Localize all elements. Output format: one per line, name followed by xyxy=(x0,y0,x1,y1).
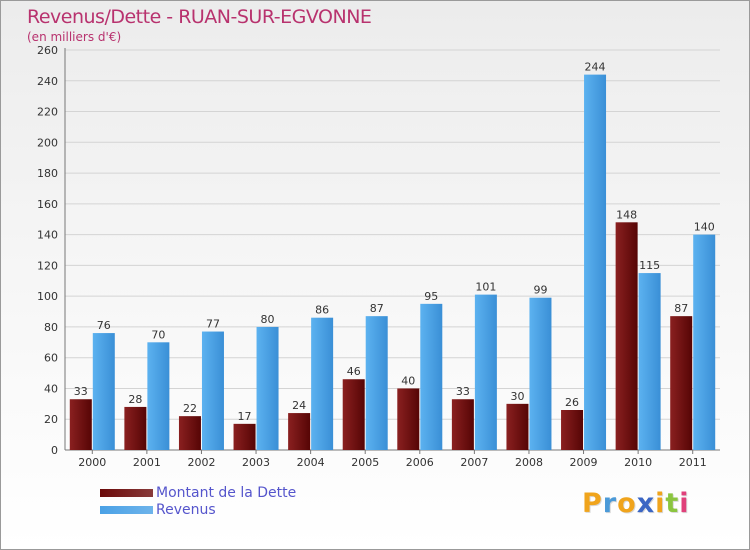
data-label: 148 xyxy=(616,208,637,221)
y-tick-label: 20 xyxy=(44,413,58,426)
bar-dette xyxy=(615,222,638,450)
data-label: 40 xyxy=(401,374,415,387)
data-label: 26 xyxy=(565,396,579,409)
data-label: 76 xyxy=(97,319,111,332)
y-tick-label: 260 xyxy=(37,44,58,57)
data-label: 77 xyxy=(206,318,220,331)
x-tick-label: 2010 xyxy=(624,456,652,469)
data-label: 86 xyxy=(315,304,329,317)
logo-letter: i xyxy=(655,488,666,519)
data-label: 99 xyxy=(533,284,547,297)
x-tick-label: 2005 xyxy=(351,456,379,469)
bar-dette xyxy=(288,413,311,450)
x-tick-label: 2007 xyxy=(460,456,488,469)
bar-revenus xyxy=(311,317,334,450)
bar-revenus xyxy=(693,234,716,450)
y-tick-label: 180 xyxy=(37,167,58,180)
proxiti-logo: Proxiti xyxy=(582,488,690,519)
data-label: 24 xyxy=(292,399,306,412)
bar-dette xyxy=(670,316,693,450)
x-tick-label: 2009 xyxy=(570,456,598,469)
data-label: 33 xyxy=(456,385,470,398)
y-tick-label: 60 xyxy=(44,352,58,365)
logo-letter: t xyxy=(665,488,680,519)
y-tick-label: 100 xyxy=(37,290,58,303)
data-label: 33 xyxy=(74,385,88,398)
logo-letter: x xyxy=(636,488,656,519)
data-label: 115 xyxy=(639,259,660,272)
data-label: 30 xyxy=(510,390,524,403)
y-tick-label: 220 xyxy=(37,106,58,119)
bar-dette xyxy=(69,399,92,450)
x-tick-label: 2008 xyxy=(515,456,543,469)
x-tick-label: 2004 xyxy=(297,456,325,469)
x-tick-label: 2001 xyxy=(133,456,161,469)
data-label: 101 xyxy=(475,281,496,294)
legend-swatch-dette xyxy=(100,489,153,497)
x-tick-label: 2000 xyxy=(78,456,106,469)
bar-revenus xyxy=(584,74,607,450)
data-label: 87 xyxy=(370,302,384,315)
y-tick-label: 80 xyxy=(44,321,58,334)
bar-revenus xyxy=(147,342,170,450)
x-tick-label: 2011 xyxy=(679,456,707,469)
logo-letter: r xyxy=(602,488,618,519)
bar-revenus xyxy=(638,273,661,450)
bar-dette xyxy=(124,406,147,450)
bar-revenus xyxy=(256,326,279,450)
chart-title: Revenus/Dette - RUAN-SUR-EGVONNE xyxy=(27,6,372,28)
chart-subtitle: (en milliers d'€) xyxy=(27,30,122,44)
data-label: 28 xyxy=(128,393,142,406)
x-tick-label: 2006 xyxy=(406,456,434,469)
data-label: 244 xyxy=(585,61,606,74)
legend-label-dette: Montant de la Dette xyxy=(156,485,297,501)
bar-dette xyxy=(178,416,201,450)
bar-dette xyxy=(561,410,584,450)
y-tick-label: 140 xyxy=(37,229,58,242)
data-label: 80 xyxy=(261,313,275,326)
y-tick-label: 120 xyxy=(37,259,58,272)
x-tick-label: 2003 xyxy=(242,456,270,469)
y-tick-label: 160 xyxy=(37,198,58,211)
y-tick-label: 0 xyxy=(51,444,58,457)
bar-dette xyxy=(451,399,474,450)
data-label: 87 xyxy=(674,302,688,315)
bar-revenus xyxy=(420,303,443,450)
legend-label-revenus: Revenus xyxy=(156,502,216,518)
bar-dette xyxy=(342,379,365,450)
bar-revenus xyxy=(92,333,115,450)
bar-revenus xyxy=(529,297,552,450)
bar-revenus xyxy=(474,294,497,450)
data-label: 22 xyxy=(183,402,197,415)
y-tick-label: 240 xyxy=(37,75,58,88)
bar-dette xyxy=(506,403,529,450)
logo-letter: P xyxy=(582,488,603,519)
bar-revenus xyxy=(365,316,388,450)
data-label: 95 xyxy=(424,290,438,303)
y-tick-label: 200 xyxy=(37,136,58,149)
data-label: 70 xyxy=(151,328,165,341)
logo-letter: o xyxy=(617,488,637,519)
bar-revenus xyxy=(201,331,224,450)
data-label: 140 xyxy=(694,221,715,234)
data-label: 46 xyxy=(347,365,361,378)
logo-letter: i xyxy=(679,488,690,519)
bar-dette xyxy=(233,423,256,450)
bar-dette xyxy=(397,388,420,450)
x-tick-label: 2002 xyxy=(187,456,215,469)
data-label: 17 xyxy=(238,410,252,423)
y-tick-label: 40 xyxy=(44,382,58,395)
legend-swatch-revenus xyxy=(100,506,153,514)
